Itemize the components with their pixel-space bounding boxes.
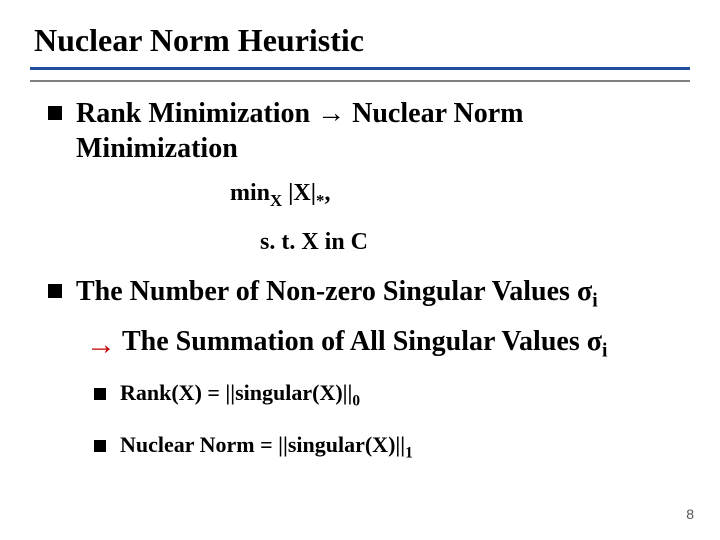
bullet-rank-equation: Rank(X) = ||singular(X)||0 bbox=[94, 380, 690, 410]
formula-tail: , bbox=[324, 180, 330, 206]
text-prefix: The Number of Non-zero Singular Values σ bbox=[76, 276, 592, 307]
text-prefix: Rank Minimization bbox=[76, 98, 317, 129]
bullet-text: Nuclear Norm = ||singular(X)||1 bbox=[120, 432, 413, 462]
arrow-icon: → bbox=[317, 98, 345, 129]
bullet-text: The Number of Non-zero Singular Values σ… bbox=[76, 274, 598, 314]
nucnorm-sub: 1 bbox=[405, 445, 413, 462]
formula-st-text: s. t. X in C bbox=[260, 229, 368, 255]
title-rule bbox=[30, 67, 690, 82]
slide-title: Nuclear Norm Heuristic bbox=[30, 22, 690, 59]
formula-constraint: s. t. X in C bbox=[260, 229, 690, 256]
bullet-summation: → The Summation of All Singular Values σ… bbox=[86, 324, 690, 364]
formula-min: min bbox=[230, 180, 270, 206]
square-bullet-icon bbox=[48, 284, 62, 298]
summation-text: The Summation of All Singular Values σ bbox=[122, 326, 602, 357]
rule-blue-line bbox=[30, 67, 690, 70]
rank-text: Rank(X) = ||singular(X)|| bbox=[120, 380, 352, 405]
sigma-sub: i bbox=[602, 340, 607, 361]
formula-norm: |X| bbox=[282, 180, 316, 206]
arrow-red-icon: → bbox=[86, 326, 116, 364]
formula-objective: minX |X|*, bbox=[230, 180, 690, 211]
bullet-nuclear-norm-equation: Nuclear Norm = ||singular(X)||1 bbox=[94, 432, 690, 462]
slide: Nuclear Norm Heuristic Rank Minimization… bbox=[0, 0, 720, 540]
bullet-text: Rank Minimization → Nuclear Norm Minimiz… bbox=[76, 96, 690, 166]
square-bullet-icon bbox=[48, 106, 62, 120]
square-bullet-icon bbox=[94, 440, 106, 452]
square-bullet-icon bbox=[94, 388, 106, 400]
nucnorm-text: Nuclear Norm = ||singular(X)|| bbox=[120, 432, 405, 457]
bullet-rank-minimization: Rank Minimization → Nuclear Norm Minimiz… bbox=[48, 96, 690, 166]
bullet-nonzero-singular: The Number of Non-zero Singular Values σ… bbox=[48, 274, 690, 314]
sigma-sub: i bbox=[592, 290, 597, 311]
rank-sub: 0 bbox=[352, 392, 360, 409]
summation-text-wrap: The Summation of All Singular Values σi bbox=[122, 324, 607, 364]
bullet-text: Rank(X) = ||singular(X)||0 bbox=[120, 380, 360, 410]
page-number: 8 bbox=[686, 506, 694, 522]
rule-gray-line bbox=[30, 80, 690, 82]
formula-min-sub: X bbox=[270, 191, 282, 210]
